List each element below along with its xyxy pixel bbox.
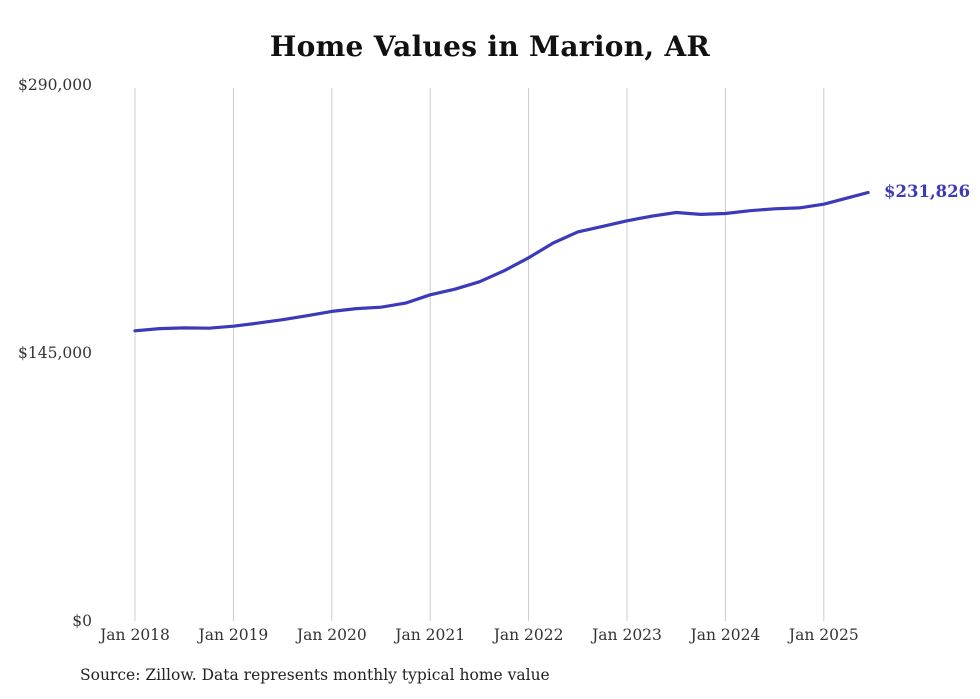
x-tick-label: Jan 2025	[787, 626, 859, 644]
chart-title: Home Values in Marion, AR	[269, 30, 711, 63]
x-tick-label: Jan 2024	[688, 626, 760, 644]
y-tick-label: $0	[72, 612, 92, 630]
y-tick-label: $290,000	[18, 76, 92, 94]
home-value-series-line	[133, 190, 870, 333]
x-tick-label: Jan 2018	[98, 626, 170, 644]
x-tick-label: Jan 2021	[393, 626, 465, 644]
x-tick-label: Jan 2023	[590, 626, 662, 644]
end-value-label: $231,826	[884, 182, 971, 201]
y-tick-label: $145,000	[18, 344, 92, 362]
x-tick-label: Jan 2022	[492, 626, 564, 644]
source-note: Source: Zillow. Data represents monthly …	[80, 666, 550, 684]
x-tick-label: Jan 2020	[295, 626, 367, 644]
x-tick-label: Jan 2019	[196, 626, 268, 644]
